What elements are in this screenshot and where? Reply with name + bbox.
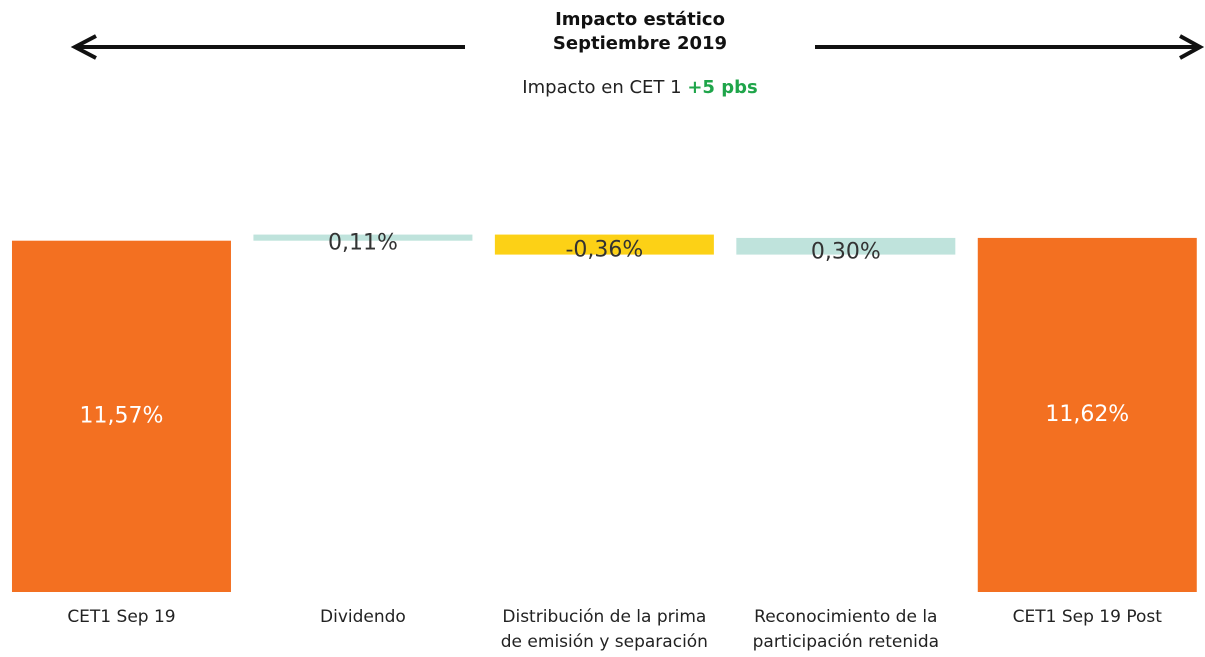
change-bar bbox=[736, 237, 956, 255]
change-bar bbox=[494, 234, 714, 255]
x-tick-label: CET1 Sep 19 Post bbox=[1013, 607, 1163, 627]
annotation-highlight: +5 pbs bbox=[687, 77, 757, 98]
chart-title: Impacto estático bbox=[555, 9, 725, 30]
x-tick-label: Dividendo bbox=[320, 607, 406, 627]
x-tick-label: Distribución de la prima bbox=[502, 607, 706, 627]
total-bar bbox=[11, 240, 231, 592]
value-label: 11,57% bbox=[80, 403, 164, 428]
x-tick-label: de emisión y separación bbox=[501, 632, 708, 652]
change-bar bbox=[253, 234, 473, 241]
total-bar bbox=[977, 237, 1197, 592]
left-arrow bbox=[70, 34, 465, 60]
value-label: 0,30% bbox=[811, 239, 881, 264]
x-tick-label: participación retenida bbox=[753, 632, 939, 652]
x-tick-label: Reconocimiento de la bbox=[754, 607, 937, 627]
x-tick-label: CET1 Sep 19 bbox=[67, 607, 175, 627]
right-arrow bbox=[815, 34, 1205, 60]
value-label: 11,62% bbox=[1045, 402, 1129, 427]
annotation: Impacto en CET 1 +5 pbs bbox=[522, 77, 757, 98]
value-label: 0,11% bbox=[328, 231, 398, 256]
annotation-text: Impacto en CET 1 bbox=[522, 77, 681, 98]
chart-subtitle: Septiembre 2019 bbox=[553, 33, 727, 54]
value-label: -0,36% bbox=[565, 238, 643, 263]
